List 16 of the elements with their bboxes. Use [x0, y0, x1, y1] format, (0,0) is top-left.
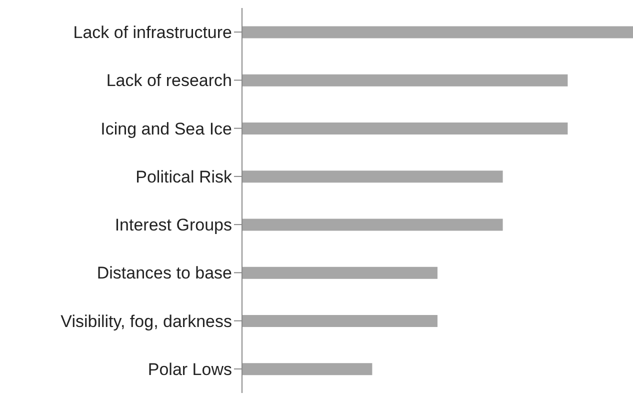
y-tick-label: Interest Groups — [114, 216, 232, 235]
bar — [242, 315, 438, 328]
y-tick-label: Visibility, fog, darkness — [60, 312, 232, 331]
bar — [242, 26, 633, 38]
y-tick-label: Lack of infrastructure — [73, 23, 232, 42]
y-tick-label: Icing and Sea Ice — [100, 119, 232, 138]
y-tick-label: Political Risk — [136, 167, 232, 186]
bar — [242, 122, 568, 135]
bar — [242, 170, 503, 183]
y-tick-label: Lack of research — [106, 71, 232, 90]
bar — [242, 218, 503, 231]
y-tick-label: Polar Lows — [148, 360, 232, 379]
bar — [242, 363, 372, 376]
y-tick-label: Distances to base — [96, 264, 232, 283]
bar — [242, 266, 438, 279]
bar — [242, 74, 568, 86]
